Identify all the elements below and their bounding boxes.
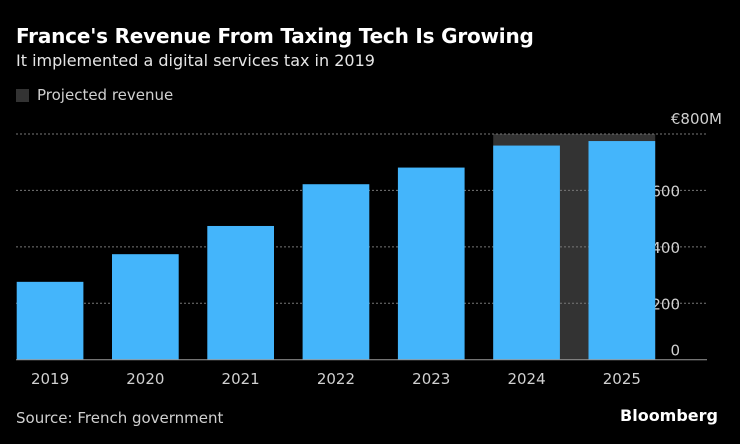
bar-2023: [397, 167, 465, 360]
y-tick-label: 0: [670, 342, 680, 360]
x-tick-label: 2025: [603, 370, 641, 388]
bar-2021: [207, 225, 274, 360]
x-tick-label: 2023: [412, 370, 450, 388]
bar-2019: [16, 281, 84, 360]
bar-2022: [302, 184, 370, 360]
source-note: Source: French government: [16, 409, 224, 427]
legend-swatch-projected: [16, 88, 29, 102]
bar-2025: [588, 141, 656, 360]
legend: Projected revenue: [16, 86, 173, 104]
bloomberg-logo: Bloomberg: [620, 406, 718, 425]
chart-subtitle: It implemented a digital services tax in…: [16, 51, 375, 70]
chart-title: France's Revenue From Taxing Tech Is Gro…: [16, 24, 534, 48]
y-tick-label: 600: [651, 182, 680, 200]
x-tick-label: 2024: [507, 370, 545, 388]
y-tick-label: €800M: [671, 110, 722, 128]
y-tick-label: 200: [651, 295, 680, 313]
bar-2020: [112, 254, 179, 360]
x-tick-label: 2022: [317, 370, 355, 388]
y-tick-label: 400: [651, 239, 680, 257]
bar-2024: [493, 145, 560, 360]
x-tick-label: 2020: [126, 370, 164, 388]
x-tick-label: 2019: [31, 370, 69, 388]
x-tick-label: 2021: [222, 370, 260, 388]
legend-label-projected: Projected revenue: [37, 86, 174, 104]
